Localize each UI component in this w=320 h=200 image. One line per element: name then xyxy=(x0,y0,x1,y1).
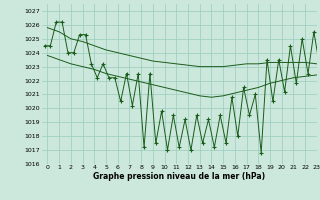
X-axis label: Graphe pression niveau de la mer (hPa): Graphe pression niveau de la mer (hPa) xyxy=(93,172,265,181)
